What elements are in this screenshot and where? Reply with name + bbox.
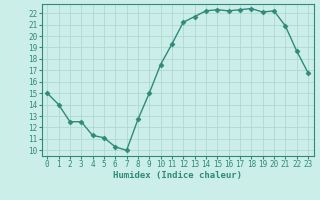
X-axis label: Humidex (Indice chaleur): Humidex (Indice chaleur) — [113, 171, 242, 180]
